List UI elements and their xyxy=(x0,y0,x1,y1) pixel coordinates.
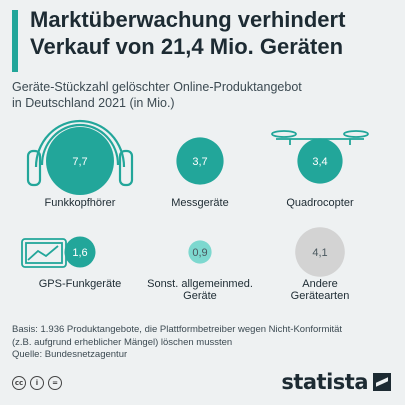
category-label: Funkkopfhörer xyxy=(45,197,116,209)
category-label: GPS-Funkgeräte xyxy=(39,278,122,290)
headphones-icon xyxy=(26,119,134,187)
subtitle-line-2: in Deutschland 2021 (in Mio.) xyxy=(12,96,175,110)
title-line-2: Verkauf von 21,4 Mio. Geräten xyxy=(30,34,344,59)
chart-subtitle: Geräte-Stückzahl gelöschter Online-Produ… xyxy=(12,79,397,111)
no-derivatives-icon[interactable]: = xyxy=(48,376,62,390)
cc-license-icon[interactable]: cc xyxy=(12,376,26,390)
footer-source: Quelle: Bundesnetzagentur xyxy=(12,349,128,360)
title-accent-bar xyxy=(12,10,18,72)
category-label: Quadrocopter xyxy=(286,197,354,209)
category-label: Messgeräte xyxy=(171,197,228,209)
bubble-value-label: 1,6 xyxy=(72,247,87,259)
category-label: Sonst. allgemeinmed. xyxy=(147,278,253,290)
bubble xyxy=(297,138,343,184)
bubble xyxy=(176,137,224,185)
bubble xyxy=(188,240,212,264)
attribution-icon[interactable]: i xyxy=(30,376,44,390)
bubble xyxy=(64,236,96,268)
bubble-value-label: 0,9 xyxy=(192,247,207,259)
footer-notes: Basis: 1.936 Produktangebote, die Plattf… xyxy=(12,324,402,362)
subtitle-line-1: Geräte-Stückzahl gelöschter Online-Produ… xyxy=(12,80,302,94)
category-label: Geräte xyxy=(183,290,217,302)
bubble-value-label: 3,4 xyxy=(312,156,327,168)
statista-logo-mark-icon xyxy=(373,373,391,391)
bubble xyxy=(295,227,345,277)
bubble-value-label: 3,7 xyxy=(192,156,207,168)
statista-logo[interactable]: statista xyxy=(281,370,391,394)
brand-name: statista xyxy=(281,370,368,394)
footer-note-line-1: Basis: 1.936 Produktangebote, die Plattf… xyxy=(12,324,343,335)
bubble xyxy=(46,127,114,195)
category-label: Gerätearten xyxy=(291,290,350,302)
bubble-value-label: 4,1 xyxy=(312,247,327,259)
license-icons[interactable]: cc i = xyxy=(12,376,62,390)
chart-title: Marktüberwachung verhindert Verkauf von … xyxy=(30,6,400,60)
gps-device-icon xyxy=(21,238,67,268)
footer-note-line-2: (z.B. aufgrund erheblicher Mängel) lösch… xyxy=(12,336,233,348)
category-label: Andere xyxy=(302,278,337,290)
bubble-value-label: 7,7 xyxy=(72,156,87,168)
title-line-1: Marktüberwachung verhindert xyxy=(30,7,346,32)
